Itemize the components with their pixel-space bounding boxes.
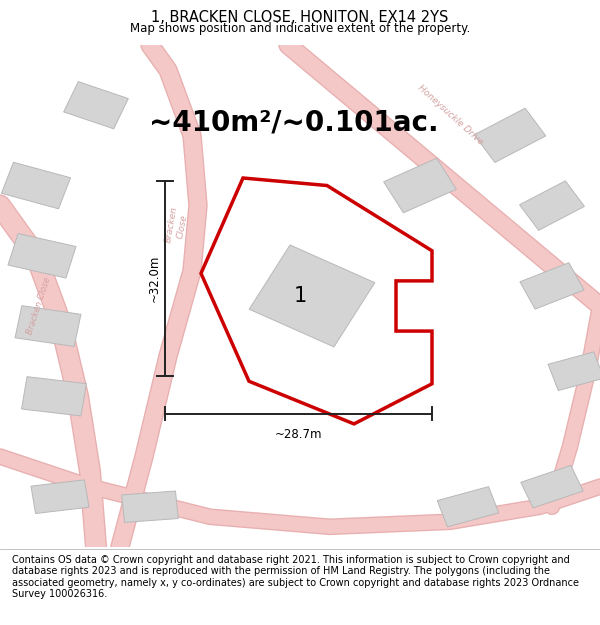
Text: Honeysuckle Drive: Honeysuckle Drive [416,84,484,147]
Polygon shape [64,82,128,129]
Text: Bracken Close: Bracken Close [25,276,53,336]
Polygon shape [8,234,76,278]
Text: Contains OS data © Crown copyright and database right 2021. This information is : Contains OS data © Crown copyright and d… [12,555,579,599]
Text: Map shows position and indicative extent of the property.: Map shows position and indicative extent… [130,22,470,35]
Polygon shape [1,162,71,209]
Polygon shape [548,352,600,391]
Polygon shape [122,491,178,522]
Polygon shape [437,487,499,527]
Text: Bracken
Close: Bracken Close [164,206,190,246]
Polygon shape [474,108,546,162]
Polygon shape [520,262,584,309]
Text: ~28.7m: ~28.7m [275,428,322,441]
Polygon shape [520,181,584,231]
Text: ~410m²/~0.101ac.: ~410m²/~0.101ac. [149,109,439,137]
Polygon shape [383,158,457,213]
Text: ~32.0m: ~32.0m [148,254,161,302]
Polygon shape [15,306,81,346]
Text: 1, BRACKEN CLOSE, HONITON, EX14 2YS: 1, BRACKEN CLOSE, HONITON, EX14 2YS [151,10,449,25]
Text: 1: 1 [293,286,307,306]
Polygon shape [22,377,86,416]
Polygon shape [31,480,89,514]
Polygon shape [249,245,375,347]
Polygon shape [521,466,583,508]
